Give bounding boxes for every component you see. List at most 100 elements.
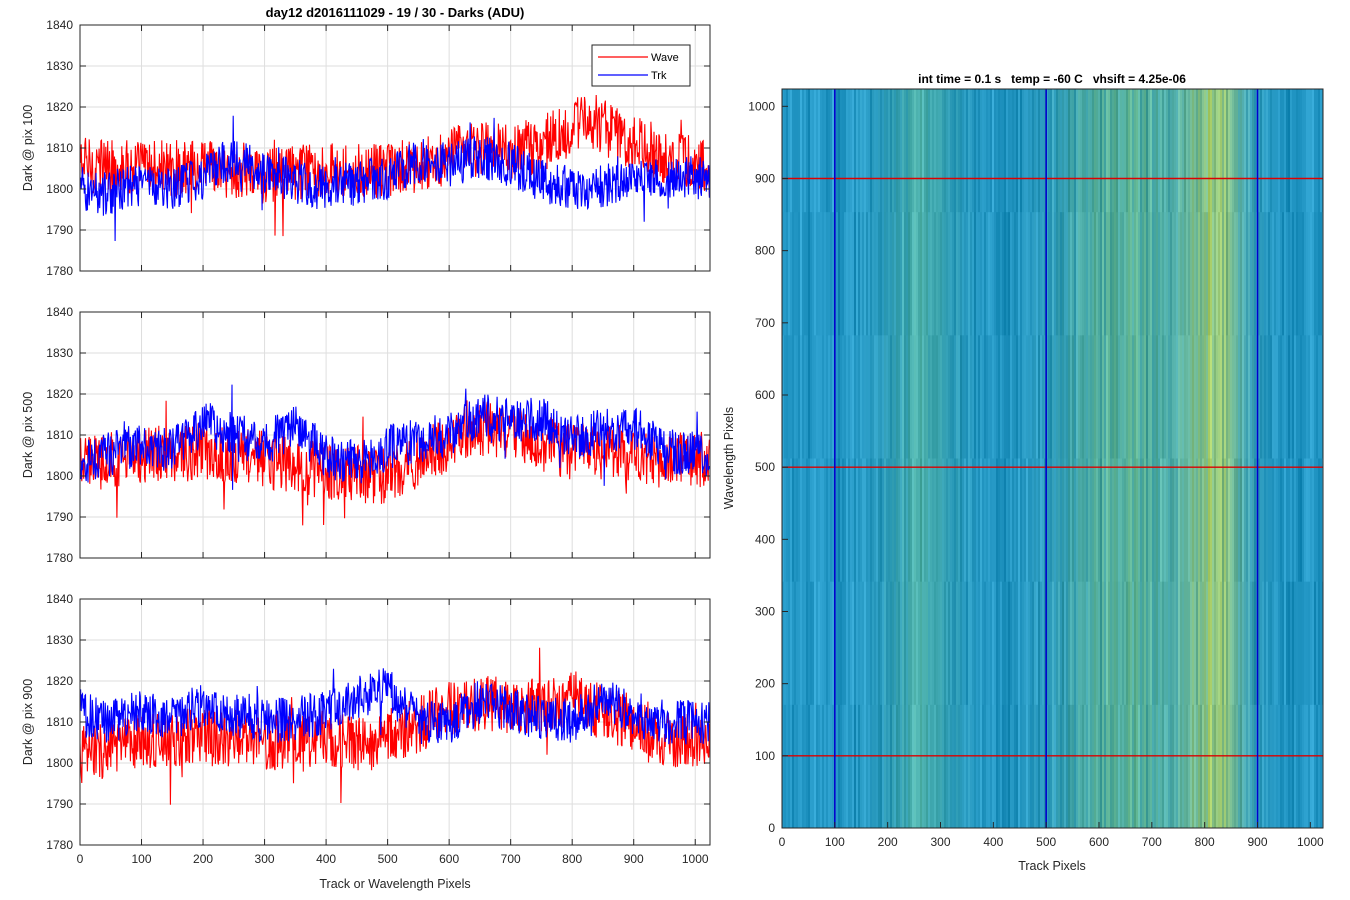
- heatmap-cell: [818, 212, 821, 336]
- heatmap-cell: [908, 89, 911, 213]
- heatmap-cell: [1298, 581, 1301, 706]
- heatmap-cell: [1170, 704, 1173, 828]
- heatmap-cell: [994, 212, 997, 336]
- heatmap-cell: [1156, 458, 1159, 583]
- x-axis-label-3: Track or Wavelength Pixels: [319, 877, 470, 891]
- heatmap-cell: [1212, 704, 1215, 828]
- heatmap-cell: [1230, 89, 1233, 213]
- y-tick-label: 1810: [46, 715, 73, 729]
- heatmap-cell: [1268, 212, 1271, 336]
- heatmap-cell: [1168, 581, 1171, 706]
- heatmap-cell: [1026, 704, 1029, 828]
- heatmap-cell: [1280, 704, 1283, 828]
- series-line-trk: [80, 115, 710, 242]
- heatmap-cell: [1290, 581, 1293, 706]
- heatmap-cell: [1288, 335, 1291, 459]
- heatmap-cell: [1244, 704, 1247, 828]
- heatmap-cell: [1054, 458, 1057, 583]
- heatmap-cell: [1258, 458, 1261, 583]
- heatmap-cell: [1124, 89, 1127, 213]
- heatmap-cell: [1194, 704, 1197, 828]
- heatmap-cell: [1042, 704, 1045, 828]
- heatmap-cell: [806, 212, 809, 336]
- heatmap-cell: [1130, 89, 1133, 213]
- heatmap-cell: [890, 335, 893, 459]
- heatmap-cell: [928, 335, 931, 459]
- heatmap-cell: [948, 335, 951, 459]
- heatmap-cell: [1154, 212, 1157, 336]
- x-tick-label: 600: [439, 852, 459, 866]
- heatmap-cell: [998, 581, 1001, 706]
- heatmap-cell: [1144, 581, 1147, 706]
- heatmap-cell: [1154, 704, 1157, 828]
- heatmap-cell: [940, 704, 943, 828]
- heatmap-cell: [1186, 581, 1189, 706]
- heatmap-cell: [1222, 581, 1225, 706]
- heatmap-cell: [1084, 581, 1087, 706]
- heatmap-cell: [854, 212, 857, 336]
- heatmap-cell: [942, 581, 945, 706]
- heatmap-cell: [1246, 458, 1249, 583]
- heatmap-cell: [1184, 212, 1187, 336]
- heatmap-cell: [1086, 458, 1089, 583]
- heatmap-cell: [1248, 581, 1251, 706]
- heatmap-cell: [958, 581, 961, 706]
- heatmap-cell: [884, 581, 887, 706]
- heatmap-cell: [852, 581, 855, 706]
- heatmap-cell: [1130, 212, 1133, 336]
- heatmap-cell: [800, 212, 803, 336]
- heatmap-cell: [1090, 89, 1093, 213]
- heatmap-cell: [1264, 581, 1267, 706]
- heatmap-cell: [868, 581, 871, 706]
- heatmap-cell: [826, 212, 829, 336]
- heatmap-cell: [808, 581, 811, 706]
- heatmap-cell: [824, 212, 827, 336]
- heatmap-cell: [1008, 458, 1011, 583]
- heatmap-cell: [814, 458, 817, 583]
- heatmap-cell: [900, 89, 903, 213]
- heatmap-cell: [1314, 704, 1317, 828]
- heatmap-cell: [858, 212, 861, 336]
- heatmap-cell: [956, 458, 959, 583]
- heatmap-cell: [864, 581, 867, 706]
- y-axis-label-1: Dark @ pix 100: [21, 105, 35, 191]
- heatmap-cell: [956, 212, 959, 336]
- heatmap-cell: [1320, 704, 1323, 828]
- heatmap-cell: [966, 581, 969, 706]
- heatmap-cell: [1050, 458, 1053, 583]
- heatmap-cell: [1092, 704, 1095, 828]
- heatmap-cell: [1116, 335, 1119, 459]
- heatmap-cell: [1210, 89, 1213, 213]
- heatmap-cell: [1162, 458, 1165, 583]
- heatmap-cell: [1186, 212, 1189, 336]
- heatmap-cell: [1122, 212, 1125, 336]
- heatmap-cell: [850, 704, 853, 828]
- heatmap-cell: [906, 335, 909, 459]
- heatmap-cell: [1092, 581, 1095, 706]
- heatmap-cell: [1320, 335, 1323, 459]
- heatmap-cell: [912, 89, 915, 213]
- heatmap-cell: [968, 335, 971, 459]
- heatmap-cell: [970, 458, 973, 583]
- heatmap-cell: [1112, 335, 1115, 459]
- heatmap-cell: [1258, 581, 1261, 706]
- heatmap-cell: [860, 212, 863, 336]
- heatmap-cell: [866, 581, 869, 706]
- heatmap-cell: [1170, 335, 1173, 459]
- heatmap-cell: [850, 89, 853, 213]
- heatmap-cell: [942, 89, 945, 213]
- heatmap-cell: [1232, 335, 1235, 459]
- heatmap-cell: [1194, 212, 1197, 336]
- heatmap-cell: [1028, 458, 1031, 583]
- heatmap-cell: [884, 458, 887, 583]
- heatmap-cell: [1298, 335, 1301, 459]
- heatmap-cell: [910, 89, 913, 213]
- heatmap-cell: [1058, 212, 1061, 336]
- heatmap-cell: [1006, 458, 1009, 583]
- heatmap-cell: [842, 704, 845, 828]
- heatmap-cell: [1018, 581, 1021, 706]
- heatmap-cell: [964, 581, 967, 706]
- heatmap-cell: [1044, 704, 1047, 828]
- heatmap-cell: [1222, 704, 1225, 828]
- heatmap-cell: [1212, 458, 1215, 583]
